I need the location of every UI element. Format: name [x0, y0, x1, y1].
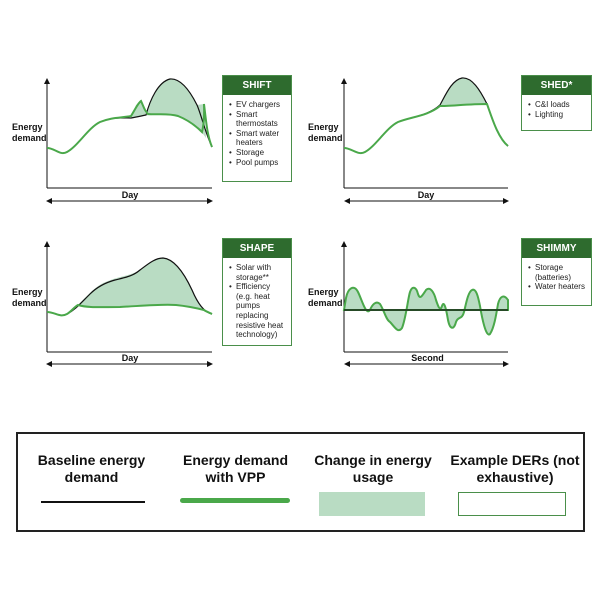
der-item: Water heaters [528, 282, 587, 292]
legend: Baseline energy demand Energy demand wit… [16, 432, 585, 532]
ylabel-shape: Energy demand [12, 287, 47, 308]
legend-baseline-swatch [41, 501, 145, 503]
vpp-shift [46, 99, 213, 155]
axes-shift [44, 78, 213, 204]
ylabel-shed: Energy demand [308, 122, 343, 143]
legend-ders-swatch [458, 492, 566, 516]
change-fill-shift-2 [146, 78, 206, 138]
change-fill-shimmy [342, 286, 509, 336]
der-title-shift: SHIFT [223, 76, 291, 95]
vpp-shape [46, 303, 213, 317]
der-item: Storage (batteries) [528, 263, 587, 282]
axes-shimmy [341, 241, 509, 367]
der-item: C&I loads [528, 100, 587, 110]
legend-ders-label: Example DERs (not exhaustive) [450, 452, 580, 485]
der-item: Smart thermostats [229, 110, 287, 129]
der-box-shed: SHED* C&I loads Lighting [521, 75, 592, 131]
der-box-shimmy: SHIMMY Storage (batteries) Water heaters [521, 238, 592, 306]
xlabel-shape: Day [121, 353, 139, 363]
der-list-shift: EV chargers Smart thermostats Smart wate… [223, 95, 291, 171]
der-title-shed: SHED* [522, 76, 591, 95]
legend-change-swatch [319, 492, 425, 516]
der-box-shape: SHAPE Solar with storage** Efficiency (e… [222, 238, 292, 346]
legend-vpp-swatch [180, 498, 290, 503]
der-list-shed: C&I loads Lighting [522, 95, 591, 123]
der-item: Storage [229, 148, 287, 158]
der-item: EV chargers [229, 100, 287, 110]
axes-shape [44, 241, 213, 367]
der-title-shape: SHAPE [223, 239, 291, 258]
der-item: Lighting [528, 110, 587, 120]
change-fill-shape [78, 258, 204, 310]
ylabel-shimmy: Energy demand [308, 287, 343, 308]
legend-vpp-label: Energy demand with VPP [182, 452, 289, 485]
xlabel-shed: Day [417, 190, 435, 200]
der-item: Solar with storage** [229, 263, 287, 282]
der-title-shimmy: SHIMMY [522, 239, 591, 258]
change-fill-shed [440, 77, 487, 106]
der-item: Smart water heaters [229, 129, 287, 148]
der-item: Pool pumps [229, 158, 287, 168]
der-box-shift: SHIFT EV chargers Smart thermostats Smar… [222, 75, 292, 182]
xlabel-shift: Day [121, 190, 139, 200]
legend-change-label: Change in energy usage [314, 452, 432, 485]
axes-shed [341, 78, 509, 204]
der-item: Efficiency (e.g. heat pumps replacing re… [229, 282, 287, 340]
ylabel-shift: Energy demand [12, 122, 47, 143]
xlabel-shimmy: Second [411, 353, 444, 363]
der-list-shimmy: Storage (batteries) Water heaters [522, 258, 591, 296]
der-list-shape: Solar with storage** Efficiency (e.g. he… [223, 258, 291, 344]
vpp-shed [343, 102, 509, 155]
legend-baseline-label: Baseline energy demand [37, 452, 146, 485]
